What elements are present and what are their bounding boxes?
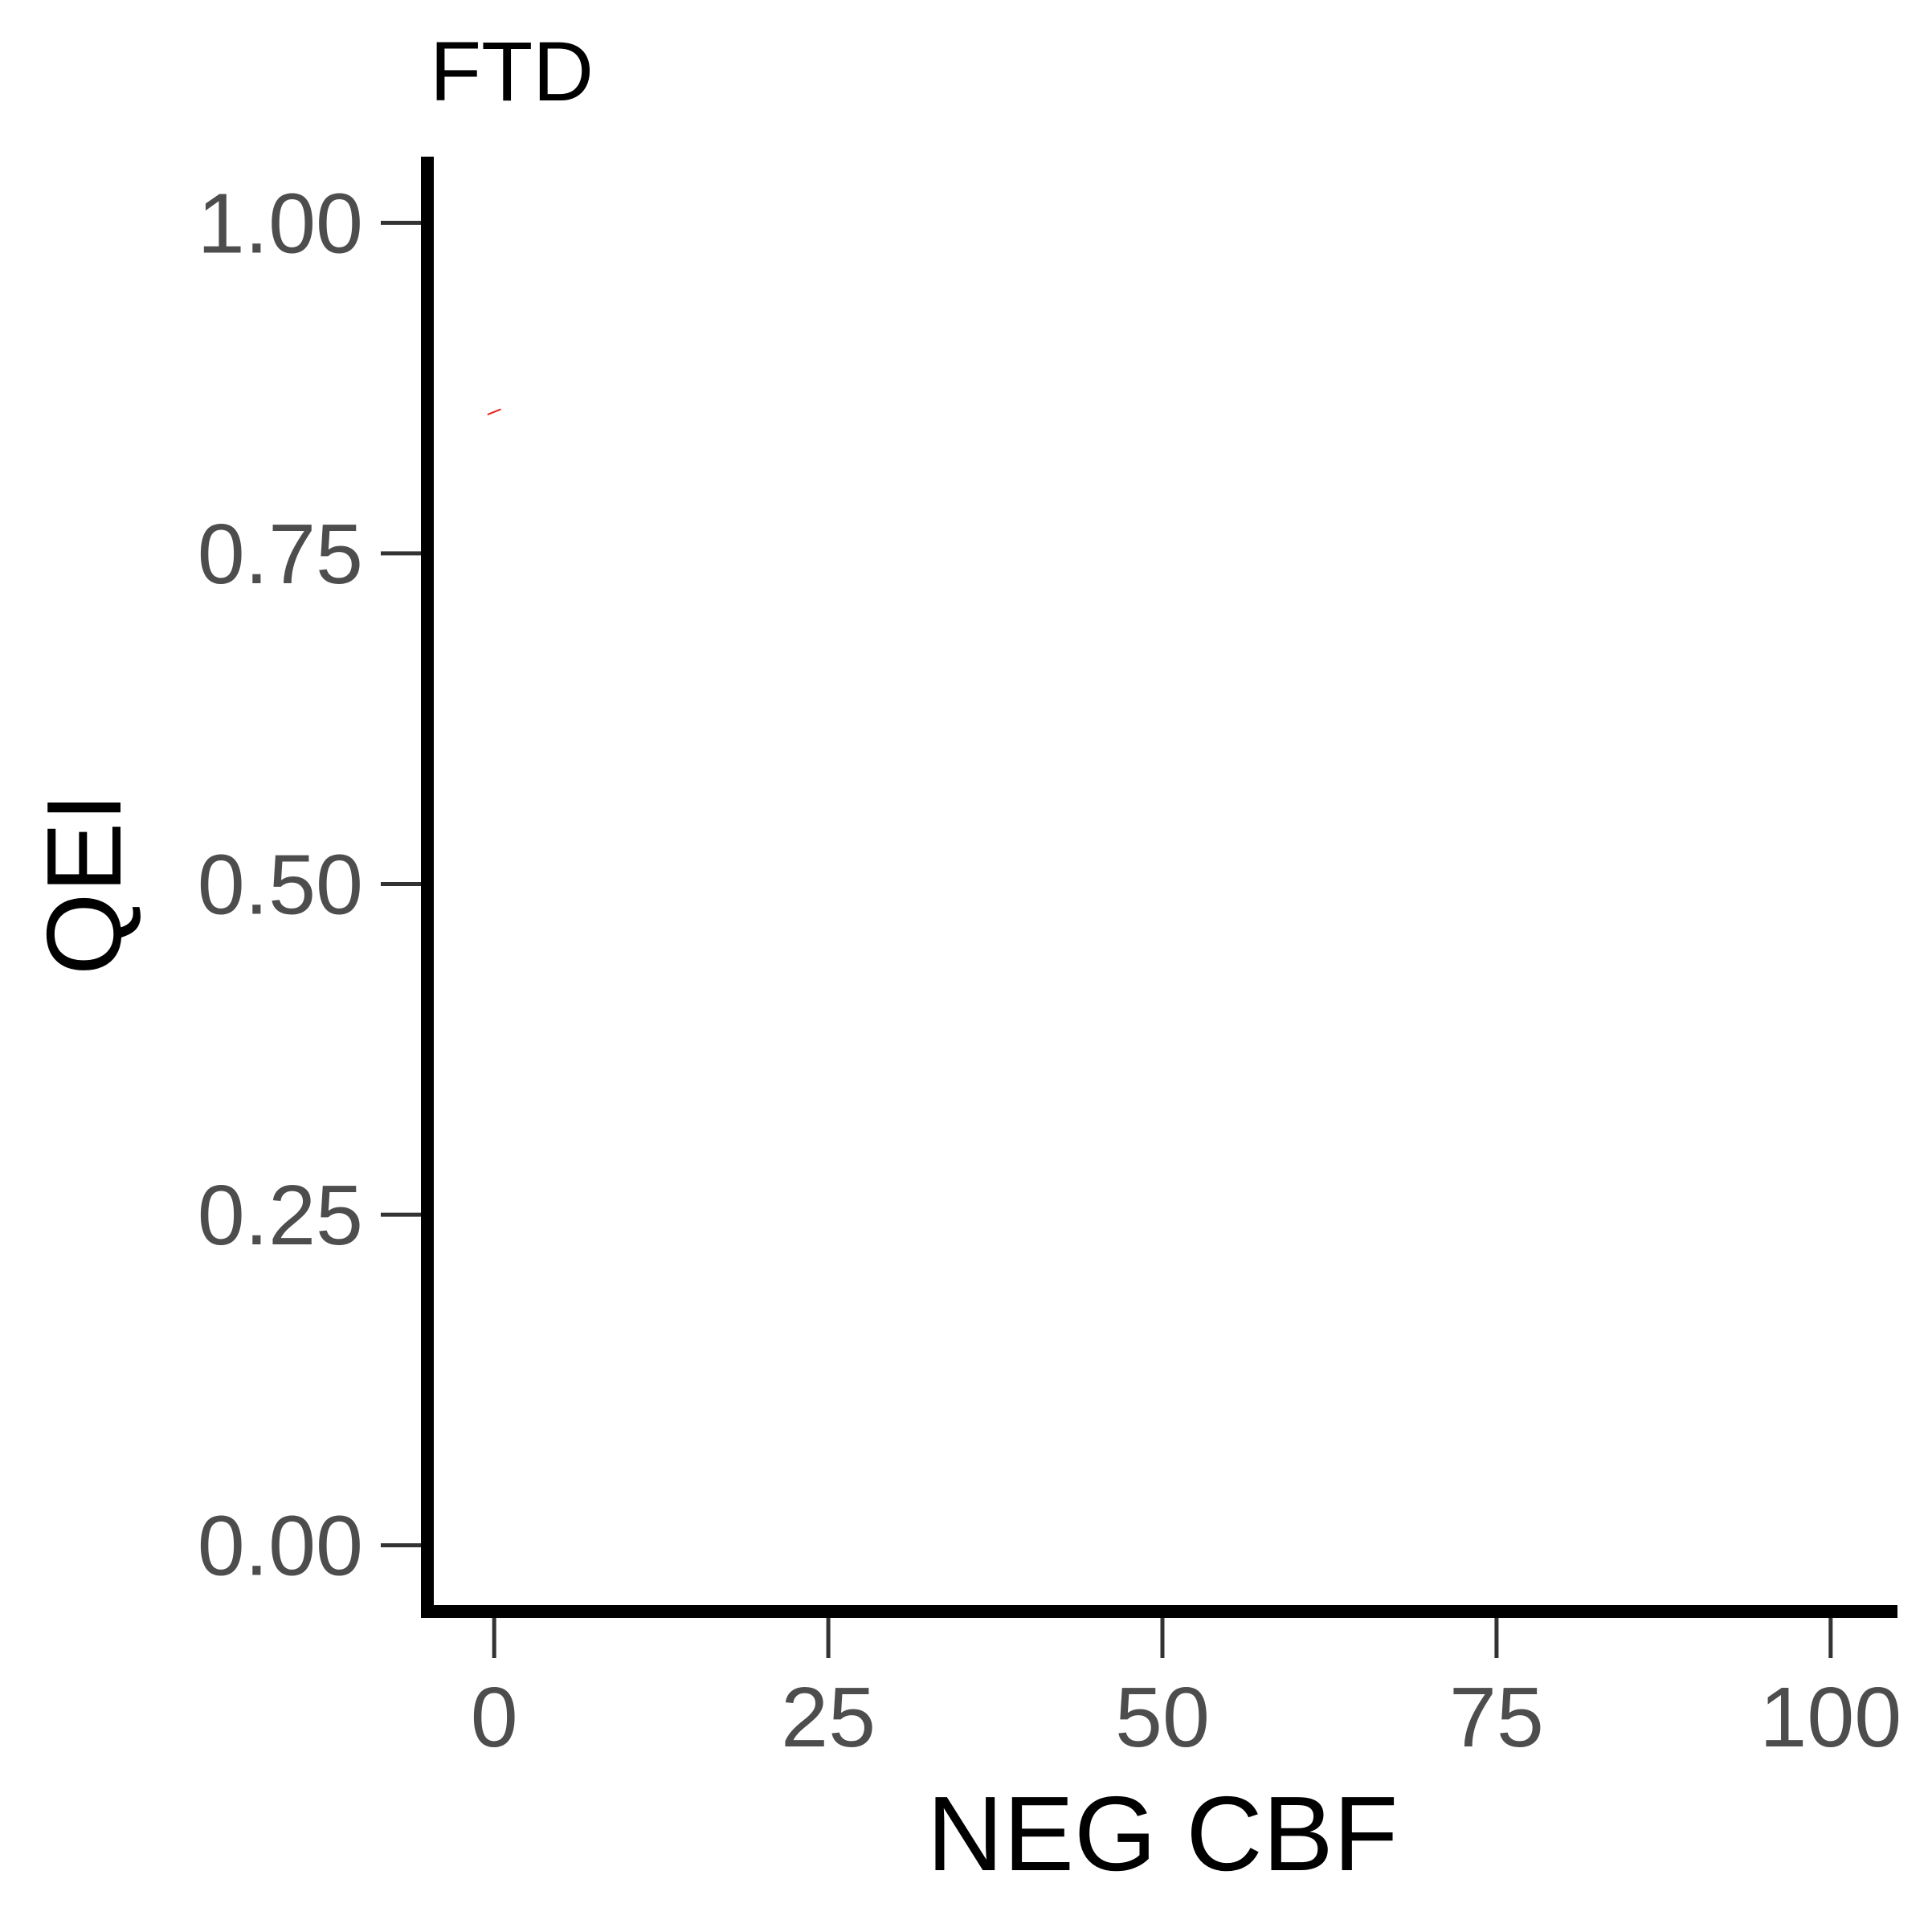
x-tick-label: 50 bbox=[1115, 1670, 1210, 1765]
x-tick-label: 100 bbox=[1759, 1670, 1901, 1765]
x-tick-label: 25 bbox=[781, 1670, 876, 1765]
x-tick-label: 0 bbox=[471, 1670, 518, 1765]
x-axis-title: NEG CBF bbox=[927, 1775, 1399, 1893]
x-tick-label: 75 bbox=[1449, 1670, 1544, 1765]
y-tick-label: 0.50 bbox=[198, 838, 363, 933]
chart-title: FTD bbox=[430, 25, 594, 119]
x-axis-ticks: 0 25 50 75 100 bbox=[471, 1615, 1901, 1765]
y-tick-label: 1.00 bbox=[198, 176, 363, 271]
series-line bbox=[487, 408, 501, 415]
series-layer bbox=[487, 408, 501, 415]
y-tick-label: 0.75 bbox=[198, 507, 363, 602]
y-tick-label: 0.00 bbox=[198, 1499, 363, 1594]
y-axis-ticks: 0.00 0.25 0.50 0.75 1.00 bbox=[198, 176, 424, 1594]
y-axis-title: QEI bbox=[25, 793, 143, 975]
y-tick-label: 0.25 bbox=[198, 1168, 363, 1263]
